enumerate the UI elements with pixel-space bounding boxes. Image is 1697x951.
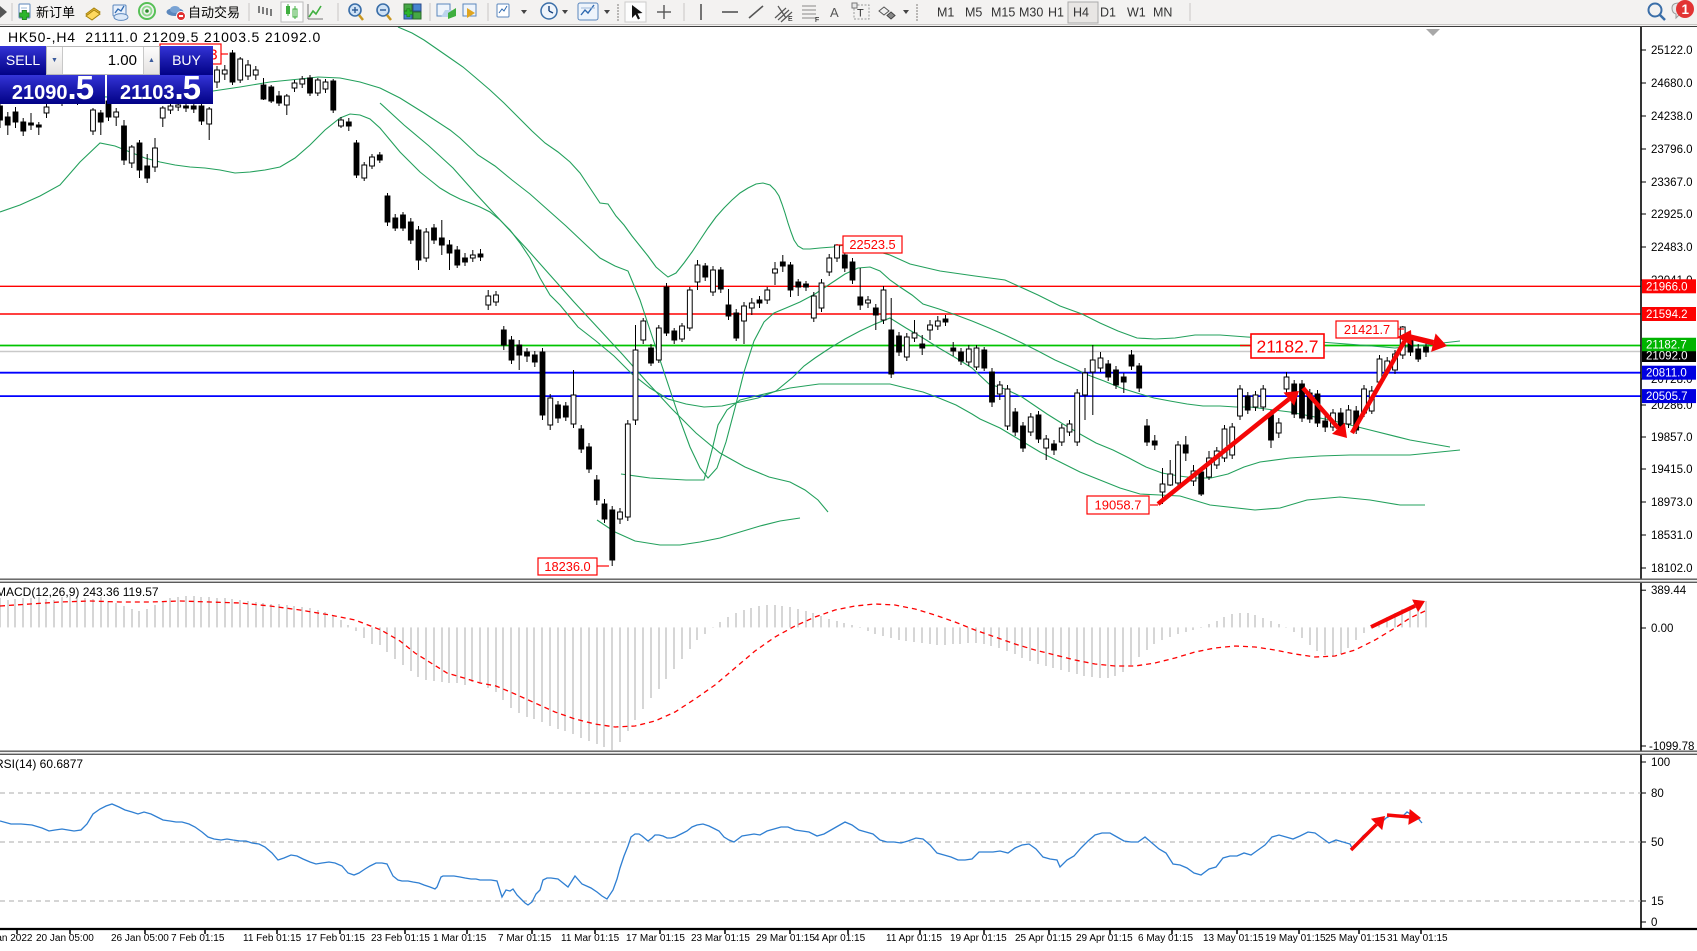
svg-text:MN: MN <box>1153 6 1172 20</box>
svg-text:18236.0: 18236.0 <box>544 559 590 574</box>
svg-text:21421.7: 21421.7 <box>1344 322 1390 337</box>
svg-text:24680.0: 24680.0 <box>1651 78 1693 90</box>
svg-text:26 Jan 05:00: 26 Jan 05:00 <box>111 933 169 944</box>
svg-text:19 May 01:15: 19 May 01:15 <box>1265 933 1326 944</box>
svg-text:23 Feb 01:15: 23 Feb 01:15 <box>371 933 430 944</box>
svg-text:A: A <box>830 5 839 20</box>
svg-text:自动交易: 自动交易 <box>188 5 240 20</box>
svg-text:18102.0: 18102.0 <box>1651 563 1693 575</box>
svg-text:389.44: 389.44 <box>1651 585 1687 597</box>
svg-text:M30: M30 <box>1019 6 1043 20</box>
svg-text:19 Apr 01:15: 19 Apr 01:15 <box>950 933 1007 944</box>
svg-text:19415.0: 19415.0 <box>1651 464 1693 476</box>
svg-text:29 Mar 01:15: 29 Mar 01:15 <box>756 933 815 944</box>
svg-text:新订单: 新订单 <box>36 5 75 20</box>
svg-text:6 May 01:15: 6 May 01:15 <box>1138 933 1193 944</box>
svg-text:17 Feb 01:15: 17 Feb 01:15 <box>306 933 365 944</box>
svg-text:11 Mar 01:15: 11 Mar 01:15 <box>561 933 620 944</box>
svg-text:19058.7: 19058.7 <box>1095 498 1142 513</box>
svg-text:22523.5: 22523.5 <box>849 237 895 252</box>
svg-text:23796.0: 23796.0 <box>1651 144 1693 156</box>
svg-text:D1: D1 <box>1100 6 1116 20</box>
svg-text:MACD(12,26,9) 243.36 119.57: MACD(12,26,9) 243.36 119.57 <box>0 585 159 599</box>
svg-text:80: 80 <box>1651 788 1664 800</box>
svg-text:3 Jan 2022: 3 Jan 2022 <box>0 933 33 944</box>
svg-text:100: 100 <box>1651 757 1670 769</box>
svg-text:1 Mar 01:15: 1 Mar 01:15 <box>433 933 487 944</box>
svg-text:HK50-,H4 21111.0 21209.5 2100: HK50-,H4 21111.0 21209.5 21003.5 21092.0 <box>8 29 321 45</box>
svg-text:M15: M15 <box>991 6 1015 20</box>
svg-text:W1: W1 <box>1127 6 1146 20</box>
svg-text:T: T <box>857 8 864 20</box>
svg-text:24238.0: 24238.0 <box>1651 111 1693 123</box>
svg-text:18973.0: 18973.0 <box>1651 497 1693 509</box>
svg-text:31 May 01:15: 31 May 01:15 <box>1387 933 1448 944</box>
svg-text:H1: H1 <box>1048 6 1064 20</box>
svg-text:20 Jan 05:00: 20 Jan 05:00 <box>36 933 94 944</box>
svg-text:17 Mar 01:15: 17 Mar 01:15 <box>626 933 685 944</box>
svg-text:25 May 01:15: 25 May 01:15 <box>1325 933 1386 944</box>
svg-text:15: 15 <box>1651 896 1664 908</box>
svg-text:21182.7: 21182.7 <box>1646 340 1687 352</box>
svg-text:50: 50 <box>1651 837 1664 849</box>
svg-text:13 May 01:15: 13 May 01:15 <box>1203 933 1264 944</box>
svg-text:11 Apr 01:15: 11 Apr 01:15 <box>886 933 942 944</box>
svg-text:M5: M5 <box>965 6 982 20</box>
svg-text:21594.2: 21594.2 <box>1646 309 1688 321</box>
svg-text:22483.0: 22483.0 <box>1651 242 1693 254</box>
svg-text:29 Apr 01:15: 29 Apr 01:15 <box>1076 933 1133 944</box>
svg-text:H4: H4 <box>1073 6 1089 20</box>
svg-text:0: 0 <box>1651 917 1657 929</box>
svg-text:21182.7: 21182.7 <box>1257 336 1319 356</box>
svg-text:25122.0: 25122.0 <box>1651 45 1693 57</box>
svg-text:F: F <box>815 17 819 24</box>
svg-text:22925.0: 22925.0 <box>1651 209 1693 221</box>
svg-text:RSI(14) 60.6877: RSI(14) 60.6877 <box>0 757 83 771</box>
svg-text:M1: M1 <box>937 6 954 20</box>
svg-text:20811.0: 20811.0 <box>1646 368 1687 380</box>
svg-text:21092.0: 21092.0 <box>1646 351 1688 363</box>
svg-text:4 Apr 01:15: 4 Apr 01:15 <box>814 933 866 944</box>
svg-text:23367.0: 23367.0 <box>1651 177 1693 189</box>
svg-text:23 Mar 01:15: 23 Mar 01:15 <box>691 933 750 944</box>
svg-text:21966.0: 21966.0 <box>1646 281 1688 293</box>
svg-text:7 Mar 01:15: 7 Mar 01:15 <box>498 933 552 944</box>
svg-text:-1099.78: -1099.78 <box>1649 741 1694 753</box>
svg-text:20505.7: 20505.7 <box>1646 391 1688 403</box>
svg-text:25 Apr 01:15: 25 Apr 01:15 <box>1015 933 1072 944</box>
svg-text:E: E <box>788 16 793 23</box>
svg-text:18531.0: 18531.0 <box>1651 530 1693 542</box>
svg-text:7 Feb 01:15: 7 Feb 01:15 <box>171 933 225 944</box>
svg-text:0.00: 0.00 <box>1651 623 1673 635</box>
svg-text:11 Feb 01:15: 11 Feb 01:15 <box>243 933 302 944</box>
svg-text:19857.0: 19857.0 <box>1651 432 1693 444</box>
svg-text:1: 1 <box>1682 2 1690 17</box>
